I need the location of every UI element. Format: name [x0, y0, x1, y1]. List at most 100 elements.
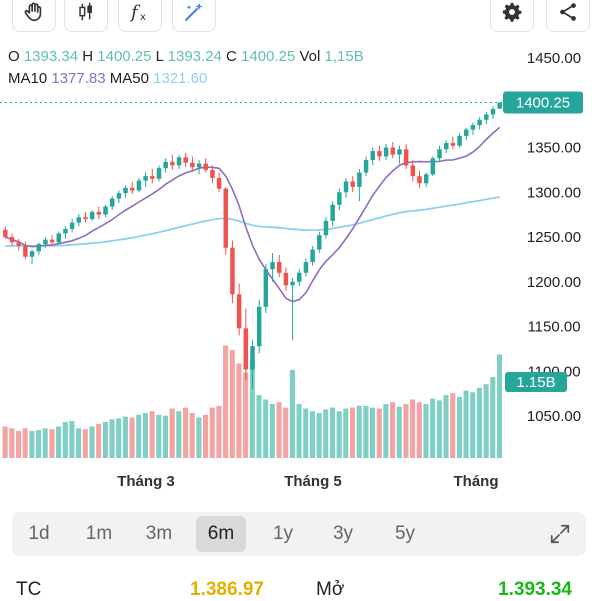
candle-body: [383, 147, 389, 157]
candle-body: [464, 129, 469, 136]
candle-body: [63, 228, 68, 234]
volume-bar: [142, 413, 148, 458]
candle-body: [297, 272, 302, 282]
candle-body: [56, 233, 62, 243]
volume-bar: [376, 408, 382, 458]
volume-bar: [82, 429, 88, 458]
close-value: 1400.25: [241, 48, 296, 65]
volume-bar: [209, 407, 215, 458]
volume-bar: [349, 407, 356, 458]
volume-bar: [390, 402, 396, 458]
range-3m[interactable]: 3m: [145, 523, 173, 544]
magic-icon[interactable]: [172, 0, 216, 32]
reference-value: 1.386.97: [190, 579, 264, 600]
volume-bar: [76, 428, 82, 458]
candle-body: [443, 143, 449, 150]
volume-bar: [169, 408, 175, 458]
volume-bar: [62, 422, 68, 458]
volume-bar: [256, 395, 262, 458]
range-6m[interactable]: 6m: [196, 516, 246, 552]
volume-bar: [436, 400, 442, 458]
range-selector: 1d 1m 3m 6m 1y 3y 5y: [12, 512, 586, 556]
vol-label: Vol: [299, 48, 321, 65]
candle-body: [29, 251, 35, 257]
volume-bar: [370, 407, 376, 458]
price-tick-label: 1150.00: [527, 319, 580, 336]
volume-bar: [162, 415, 168, 458]
candle-body: [450, 143, 456, 146]
volume-bar: [176, 411, 182, 458]
volume-bar: [483, 384, 489, 458]
range-3y[interactable]: 3y: [332, 523, 354, 544]
candle-body: [477, 119, 482, 126]
last-price-label: 1400.25: [516, 95, 570, 112]
volume-bar: [89, 426, 95, 458]
volume-bar: [122, 416, 128, 458]
volume-bar: [189, 413, 195, 458]
low-label: L: [155, 48, 164, 65]
volume-bar: [329, 407, 335, 458]
volume-bar: [463, 390, 469, 458]
candle-body: [303, 262, 309, 273]
volume-bar: [323, 409, 329, 458]
candle-body: [363, 160, 369, 173]
close-label: C: [226, 48, 237, 65]
x-axis-label: Tháng 5: [284, 473, 342, 490]
price-footer: TC 1.386.97 Mở 1.393.34: [0, 575, 600, 600]
candle-body: [430, 158, 436, 175]
volume-bar: [129, 417, 135, 458]
candle-body: [196, 163, 202, 168]
candle-body: [457, 135, 462, 146]
vol-value: 1,15B: [324, 48, 364, 65]
range-5y[interactable]: 5y: [394, 523, 416, 544]
volume-bar: [450, 393, 456, 458]
ohlc-legend: O 1393.34 H 1400.25 L 1393.24 C 1400.25 …: [8, 48, 364, 65]
expand-icon[interactable]: [546, 520, 574, 548]
candle-body: [497, 102, 502, 109]
hand-icon[interactable]: [12, 0, 56, 32]
candle-body: [3, 229, 8, 237]
volume-bar: [236, 363, 242, 458]
candle-body: [216, 177, 222, 189]
candle-body: [403, 149, 409, 166]
range-1d[interactable]: 1d: [28, 523, 50, 544]
volume-bar: [42, 428, 48, 458]
price-tick-label: 1200.00: [527, 274, 581, 291]
volume-bar: [96, 423, 102, 458]
volume-bar: [15, 431, 22, 458]
price-chart[interactable]: 1450.001400.001350.001300.001250.001200.…: [0, 40, 600, 500]
volume-bar: [490, 377, 496, 458]
candle-body: [230, 247, 235, 295]
candle-body: [470, 125, 476, 130]
gear-icon[interactable]: [490, 0, 534, 32]
candle-body: [330, 204, 335, 221]
range-1y[interactable]: 1y: [272, 523, 294, 544]
volume-bar: [249, 360, 255, 458]
volume-bar: [102, 422, 108, 458]
candle-body: [190, 162, 195, 168]
candle-body: [16, 242, 21, 246]
candle-body: [103, 206, 108, 215]
candle-body: [130, 187, 135, 191]
volume-bar: [430, 398, 436, 458]
candle-body: [437, 149, 442, 159]
volume-bar: [29, 431, 35, 458]
volume-bar: [470, 392, 476, 458]
candle-body: [236, 294, 242, 329]
volume-bar: [316, 413, 322, 458]
range-1m[interactable]: 1m: [85, 523, 113, 544]
candle-body: [397, 149, 402, 155]
candle-body: [350, 181, 355, 187]
high-label: H: [82, 48, 94, 65]
open-label: O: [8, 48, 20, 65]
volume-bar: [36, 430, 42, 458]
candle-body: [210, 169, 215, 178]
volume-bar: [496, 354, 502, 458]
candle-body: [9, 237, 15, 243]
open-value: 1393.34: [23, 48, 79, 65]
volume-bar: [263, 399, 269, 458]
candlestick-icon[interactable]: [64, 0, 108, 32]
share-icon[interactable]: [546, 0, 590, 32]
